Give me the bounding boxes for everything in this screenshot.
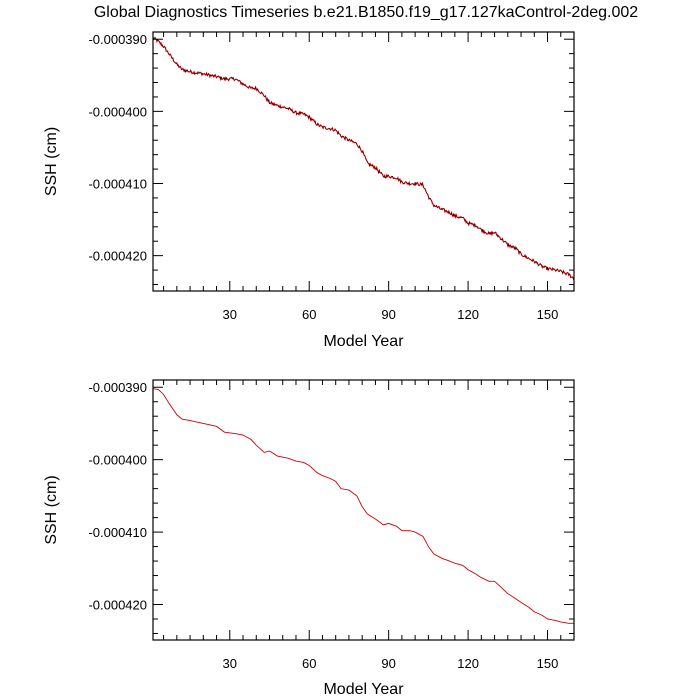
y-tick-label: -0.000400 bbox=[88, 453, 147, 468]
x-axis-title: Model Year bbox=[323, 681, 404, 698]
x-axis-title: Model Year bbox=[323, 333, 404, 350]
x-tick-label: 150 bbox=[537, 307, 559, 322]
y-tick-label: -0.000410 bbox=[88, 525, 147, 540]
y-tick-label: -0.000400 bbox=[88, 104, 147, 119]
x-tick-label: 120 bbox=[457, 656, 479, 671]
x-tick-label: 60 bbox=[302, 656, 316, 671]
chart-title: Global Diagnostics Timeseries b.e21.B185… bbox=[94, 4, 638, 21]
x-tick-label: 120 bbox=[457, 307, 479, 322]
plot-frame bbox=[152, 379, 575, 641]
chart-panel-1: 30 60 90 120 150 -0.000390 -0.000400 -0.000410 -… bbox=[43, 31, 575, 350]
y-tick-label: -0.000390 bbox=[88, 380, 147, 395]
y-tick-label: -0.000420 bbox=[88, 598, 147, 613]
series-overlay-monthly bbox=[152, 37, 575, 281]
y-tick-label: -0.000410 bbox=[88, 177, 147, 192]
y-axis-title: SSH (cm) bbox=[43, 475, 60, 544]
x-tick-label: 150 bbox=[537, 656, 559, 671]
series-line-annual bbox=[152, 388, 574, 624]
y-tick-label: -0.000420 bbox=[88, 249, 147, 264]
plot-frame bbox=[152, 31, 575, 292]
series-line-monthly bbox=[152, 36, 575, 281]
y-axis-title: SSH (cm) bbox=[43, 127, 60, 196]
x-tick-label: 60 bbox=[302, 307, 316, 322]
y-tick-label: -0.000390 bbox=[88, 32, 147, 47]
x-tick-label: 30 bbox=[223, 307, 237, 322]
x-tick-label: 30 bbox=[223, 656, 237, 671]
chart-panel-2: 30 60 90 120 150 -0.000390 -0.000400 -0.000410 -… bbox=[43, 379, 575, 698]
x-tick-label: 90 bbox=[381, 307, 395, 322]
x-tick-label: 90 bbox=[381, 656, 395, 671]
